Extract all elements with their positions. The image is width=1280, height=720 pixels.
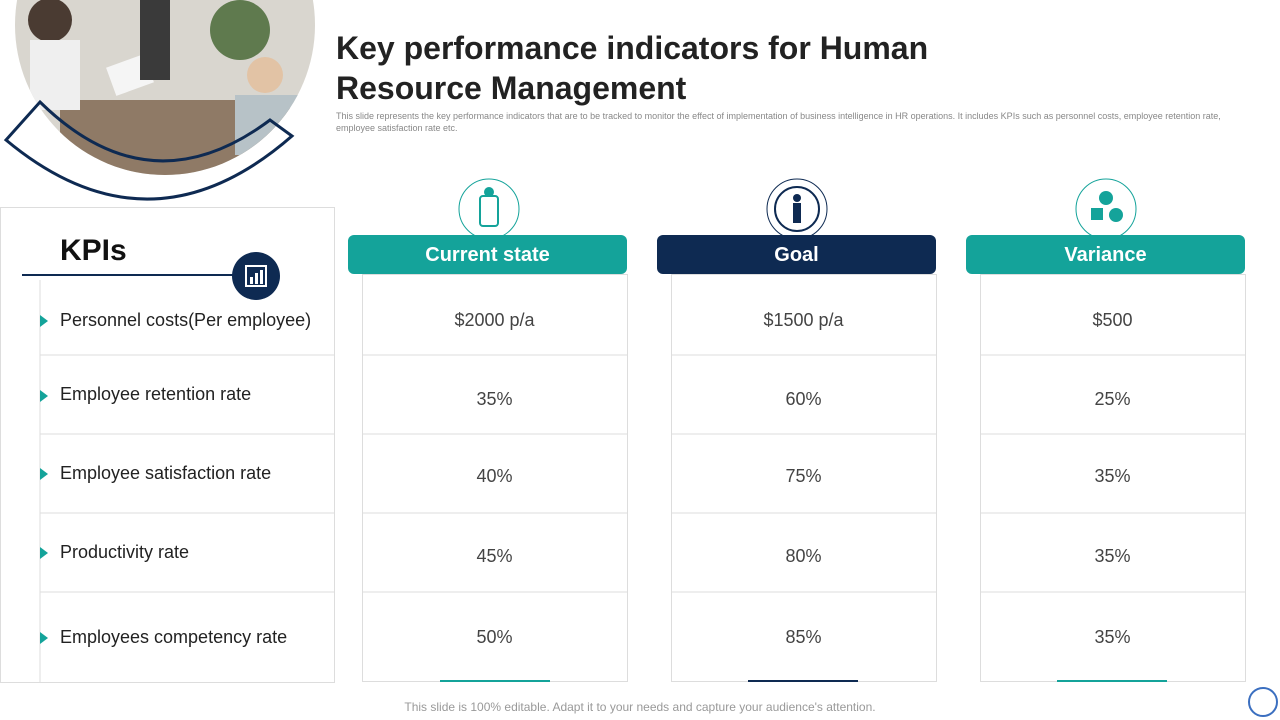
description: This slide represents the key performanc…: [336, 111, 1221, 133]
row-label: Employees competency rate: [60, 627, 288, 647]
cell: $2000 p/a: [454, 310, 535, 330]
cell: 35%: [476, 389, 513, 409]
cell: 45%: [476, 546, 513, 566]
cell: 35%: [1094, 466, 1131, 486]
row-label: Personnel costs(Per employee): [60, 310, 312, 330]
photo: [15, 0, 315, 175]
cell: 60%: [785, 389, 822, 409]
row-label: Productivity rate: [60, 542, 190, 562]
cell: 85%: [785, 627, 822, 647]
cell: 80%: [785, 546, 822, 566]
row-label: Employee retention rate: [60, 384, 252, 404]
cell: 35%: [1094, 627, 1131, 647]
cell: 50%: [476, 627, 513, 647]
cell: $500: [1092, 310, 1133, 330]
cell: 25%: [1094, 389, 1131, 409]
cell: 40%: [476, 466, 513, 486]
row-label: Employee satisfaction rate: [60, 463, 272, 483]
footer: This slide is 100% editable. Adapt it to…: [404, 700, 876, 714]
column-header: Variance: [966, 235, 1245, 274]
title: Key performance indicators for Human Res…: [336, 30, 929, 106]
cell: 75%: [785, 466, 822, 486]
cell: $1500 p/a: [763, 310, 844, 330]
cell: 35%: [1094, 546, 1131, 566]
column-header: Current state: [348, 235, 627, 274]
kpi-heading: KPIs: [60, 234, 127, 267]
column-header: Goal: [657, 235, 936, 274]
